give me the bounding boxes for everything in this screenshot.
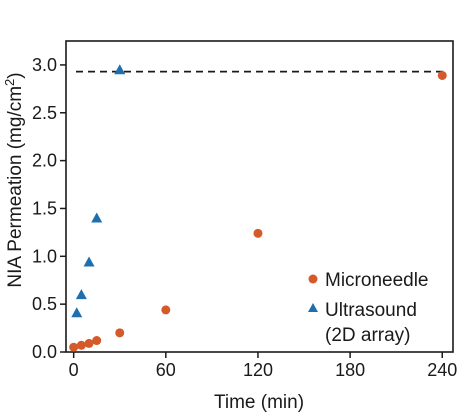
plot-frame — [65, 40, 454, 353]
x-axis-title: Time (min) — [214, 392, 304, 413]
y-axis-ticks: 0.0 0.5 1.0 1.5 2.0 2.5 3.0 — [32, 55, 66, 362]
microneedle-point — [84, 338, 94, 348]
legend: Microneedle Ultrasound (2D array) — [308, 270, 429, 346]
x-tick-label: 180 — [335, 360, 365, 380]
y-tick-label: 0.5 — [32, 294, 57, 314]
y-axis-title: NIA Permeation (mg/cm2) — [2, 72, 26, 287]
ultrasound-point — [114, 64, 126, 75]
microneedle-point — [161, 305, 171, 315]
microneedle-point — [92, 336, 102, 346]
x-tick-label: 120 — [243, 360, 273, 380]
legend-microneedle-label: Microneedle — [325, 270, 429, 291]
microneedle-point — [253, 228, 263, 238]
y-tick-label: 2.0 — [32, 151, 57, 171]
ultrasound-point — [75, 289, 87, 300]
legend-ultrasound-label-line2: (2D array) — [325, 325, 411, 346]
plot-area — [65, 40, 454, 353]
ultrasound-point — [83, 256, 95, 267]
x-tick-label: 60 — [156, 360, 176, 380]
ultrasound-point — [71, 307, 83, 318]
microneedle-point — [115, 328, 125, 338]
x-axis-ticks: 0 60 120 180 240 — [69, 352, 457, 380]
microneedle-point — [69, 342, 79, 352]
y-tick-label: 1.0 — [32, 246, 57, 266]
ultrasound-point — [91, 212, 103, 223]
y-tick-label: 0.0 — [32, 342, 57, 362]
y-tick-label: 3.0 — [32, 55, 57, 75]
microneedle-point — [437, 70, 447, 80]
microneedle-point — [76, 340, 86, 350]
y-tick-label: 1.5 — [32, 198, 57, 218]
legend-ultrasound-marker — [308, 303, 318, 312]
y-axis-title-superscript: 2 — [2, 79, 17, 86]
y-tick-label: 2.5 — [32, 103, 57, 123]
x-tick-label: 0 — [69, 360, 79, 380]
x-tick-label: 240 — [427, 360, 457, 380]
data-points — [69, 64, 447, 352]
legend-ultrasound-label: Ultrasound — [325, 300, 417, 321]
y-axis-title-main: NIA Permeation (mg/cm — [5, 86, 26, 288]
legend-microneedle-marker — [308, 274, 318, 284]
y-axis-title-end: ) — [5, 72, 26, 78]
